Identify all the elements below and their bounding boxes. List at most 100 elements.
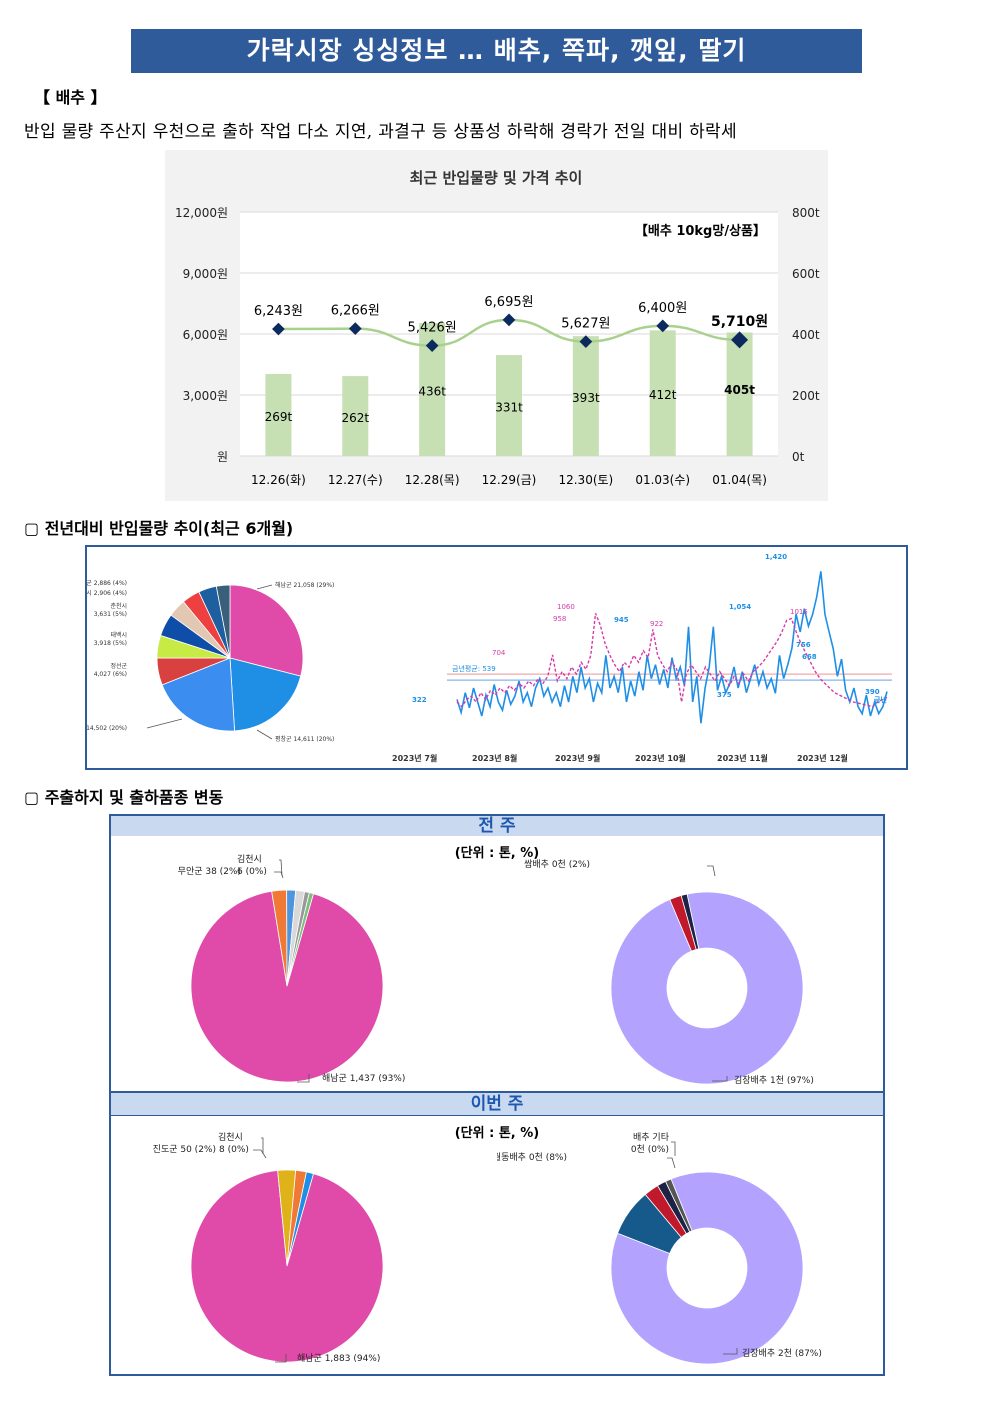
trend-annotation: 922 (650, 620, 663, 628)
yoy-pie-slice (229, 657, 302, 732)
trend-annotation: 756 (796, 641, 811, 649)
bar-label: 412t (649, 388, 677, 402)
x-tick: 01.04(목) (712, 473, 767, 487)
bar (265, 373, 292, 456)
this-origin-leader (261, 1137, 264, 1154)
trend-annotation: 금년 (874, 695, 887, 704)
yoy-pie-label: 강릉시 14,502 (20%) (87, 724, 127, 732)
prev-week-variety-donut: 김장배추 1천 (97%) 쌈배추 0천 (2%) (524, 859, 814, 1086)
y-right-tick: 600t (792, 267, 820, 281)
price-marker (579, 335, 593, 348)
yoy-pie-label: 정선군 (110, 662, 127, 670)
trend-x-label: 2023년 10월 (635, 753, 686, 763)
this-variety-label: 월동배추 0천 (8%) (497, 1151, 567, 1163)
prev-variety-leader (707, 865, 716, 877)
trend-annotation: 958 (553, 615, 566, 623)
trend-annotation: 390 (865, 688, 880, 696)
this-variety-leader (667, 1157, 676, 1169)
trend-x-label: 2023년 12월 (797, 753, 848, 763)
x-tick: 12.28(목) (405, 473, 460, 487)
prev-origin-label: 6 (0%) (237, 867, 267, 877)
this-variety-label: 배추 기타 (633, 1132, 670, 1143)
this-week-origin-pie: 해남군 1,883 (94%) 진도군 50 (2%)김천시 8 (0%) (153, 1131, 384, 1364)
this-origin-label: 김천시 (218, 1131, 243, 1143)
bar (496, 355, 522, 456)
prev-variety-leader (712, 1076, 728, 1082)
yoy-pie-leader (256, 584, 273, 590)
price-label: 5,627원 (561, 317, 610, 332)
shipping-heading: ▢ 주출하지 및 출하품종 변동 (24, 788, 224, 807)
this-week-band: 이번 주 (111, 1091, 883, 1116)
trend-x-label: 2023년 7월 (392, 753, 437, 763)
yoy-pie-label: 3,631 (5%) (94, 611, 127, 618)
trend-annotation: 945 (614, 616, 629, 624)
prev-origin-label: 무안군 38 (2%) (178, 866, 241, 877)
x-tick: 12.26(화) (251, 473, 306, 487)
yoy-pie-slice (215, 584, 231, 659)
this-variety-slice (610, 1171, 804, 1365)
x-tick: 12.29(금) (482, 473, 537, 487)
trend-line (456, 613, 888, 708)
y-left-tick: 9,000원 (183, 267, 228, 281)
yoy-heading: ▢ 전년대비 반입물량 추이(최근 6개월) (24, 519, 294, 538)
trend-annotation: 322 (412, 696, 427, 704)
bar-label: 436t (418, 385, 446, 399)
this-variety-label: 0천 (0%) (631, 1144, 669, 1155)
yoy-pie-label: 문경시 2,906 (4%) (87, 590, 127, 597)
bar (342, 376, 369, 456)
y-right-tick: 400t (792, 328, 820, 342)
price-label: 6,695원 (484, 295, 533, 310)
y-left-tick: 원 (217, 450, 228, 464)
this-origin-leader (275, 1354, 287, 1363)
prev-origin-leader (279, 859, 283, 877)
y-left-tick: 6,000원 (183, 328, 228, 342)
x-tick: 12.27(수) (328, 473, 383, 487)
bar-label: 331t (495, 401, 523, 415)
trend-annotation: 1060 (557, 603, 575, 611)
trend-annotation: 1015 (790, 608, 808, 616)
bar (572, 336, 599, 456)
prev-week-origin-pie: 해남군 1,437 (93%) 무안군 38 (2%)김천시 6 (0%) (178, 853, 406, 1084)
yoy-pie-leader (146, 718, 183, 729)
yoy-panel: 해남군 21,058 (29%) 평창군 14,611 (20%) 강릉시 14,5… (85, 545, 908, 770)
price-label: 5,710원 (711, 314, 768, 330)
trend-annotation: 668 (802, 653, 817, 661)
y-right-tick: 0t (792, 450, 805, 464)
page-title: 가락시장 싱싱정보 … 배추, 쪽파, 깻잎, 딸기 (131, 29, 862, 73)
yoy-pie-label: 평창군 14,611 (20%) (275, 735, 334, 743)
trend-x-label: 2023년 9월 (555, 753, 600, 763)
this-variety-leader (723, 1348, 738, 1355)
price-label: 6,266원 (331, 304, 380, 319)
price-marker (731, 331, 749, 349)
trend-line (456, 571, 888, 724)
prev-origin-label: 해남군 1,437 (93%) (322, 1073, 405, 1084)
yoy-pie-slice (229, 584, 304, 677)
yoy-pie-label: 춘천시 (110, 602, 127, 610)
bar-label: 405t (724, 383, 755, 397)
price-volume-chart-svg: 최근 반입물량 및 가격 추이 12,000원 9,000원 6,000원 3,000원… (175, 169, 820, 487)
prev-origin-slice (286, 892, 314, 987)
yoy-pie-label: 홍천군 2,886 (4%) (87, 579, 127, 587)
this-origin-slice (286, 1171, 314, 1267)
yoy-pie-label: 해남군 21,058 (29%) (275, 581, 334, 589)
yoy-pie-label: 태백시 (110, 631, 127, 639)
this-origin-leader (253, 1149, 267, 1159)
shipping-panel: 전 주 (단위 : 톤, %) 해남군 1,437 (93%) 무안군 38 (2… (109, 814, 885, 1376)
trend-annotation: 1,054 (729, 603, 751, 611)
prev-variety-slice (610, 891, 804, 1085)
this-variety-slice (664, 1178, 693, 1233)
this-origin-label: 해남군 1,883 (94%) (297, 1353, 380, 1364)
prev-origin-leader (297, 1074, 310, 1083)
summary-text: 반입 물량 주산지 우천으로 출하 작업 다소 지연, 과결구 등 상품성 하락… (24, 122, 737, 142)
yoy-pie-label: 4,027 (6%) (94, 671, 127, 678)
this-variety-leader (671, 1141, 676, 1156)
price-label: 6,400원 (638, 301, 687, 316)
yoy-pie-svg: 해남군 21,058 (29%) 평창군 14,611 (20%) 강릉시 14,5… (87, 579, 334, 743)
yoy-pie-label: 3,918 (5%) (94, 640, 127, 647)
x-tick: 01.03(수) (635, 473, 690, 487)
ref-label: 금년평균: 539 (452, 664, 496, 673)
chart-annotation: 【배추 10kg망/상품】 (635, 223, 766, 239)
bar-label: 262t (341, 411, 369, 425)
trend-x-label: 2023년 8월 (472, 753, 517, 763)
